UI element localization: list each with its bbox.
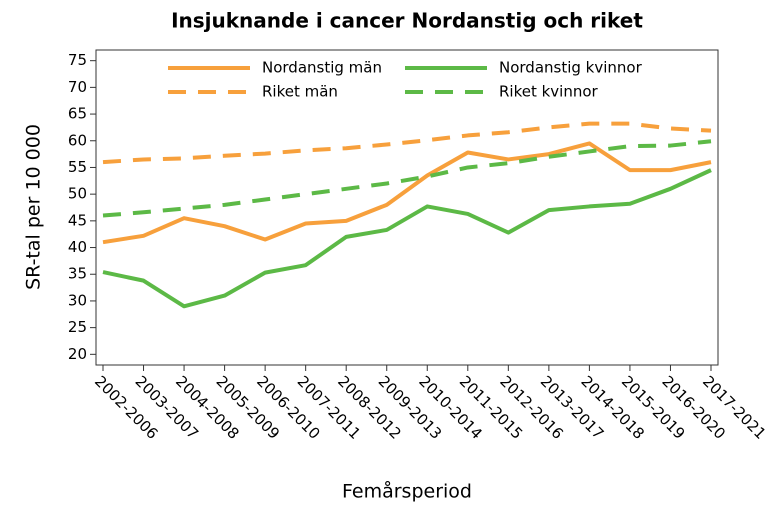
y-tick-label: 55 [68,158,87,176]
series-line [102,141,712,245]
legend-label: Nordanstig kvinnor [499,59,643,77]
chart-title: Insjuknande i cancer Nordanstig och rike… [171,9,643,33]
y-tick-label: 20 [68,345,87,363]
series-line [102,139,712,218]
y-tick-label: 75 [68,51,87,69]
y-tick-label: 50 [68,185,87,203]
y-tick-label: 40 [68,238,87,256]
legend-label: Nordanstig män [262,59,382,77]
y-tick-label: 65 [68,105,87,123]
legend-label: Riket män [262,83,338,101]
y-tick-label: 30 [68,291,87,309]
y-tick-label: 70 [68,78,87,96]
y-tick-label: 45 [68,211,87,229]
plot-frame [95,49,719,366]
legend-label: Riket kvinnor [499,83,599,101]
series-line [102,121,712,165]
y-tick-label: 60 [68,131,87,149]
y-tick-label: 25 [68,318,87,336]
y-tick-label: 35 [68,265,87,283]
y-axis-label: SR-tal per 10 000 [23,124,45,290]
x-axis-label: Femårsperiod [342,480,472,503]
series-line [102,168,712,309]
